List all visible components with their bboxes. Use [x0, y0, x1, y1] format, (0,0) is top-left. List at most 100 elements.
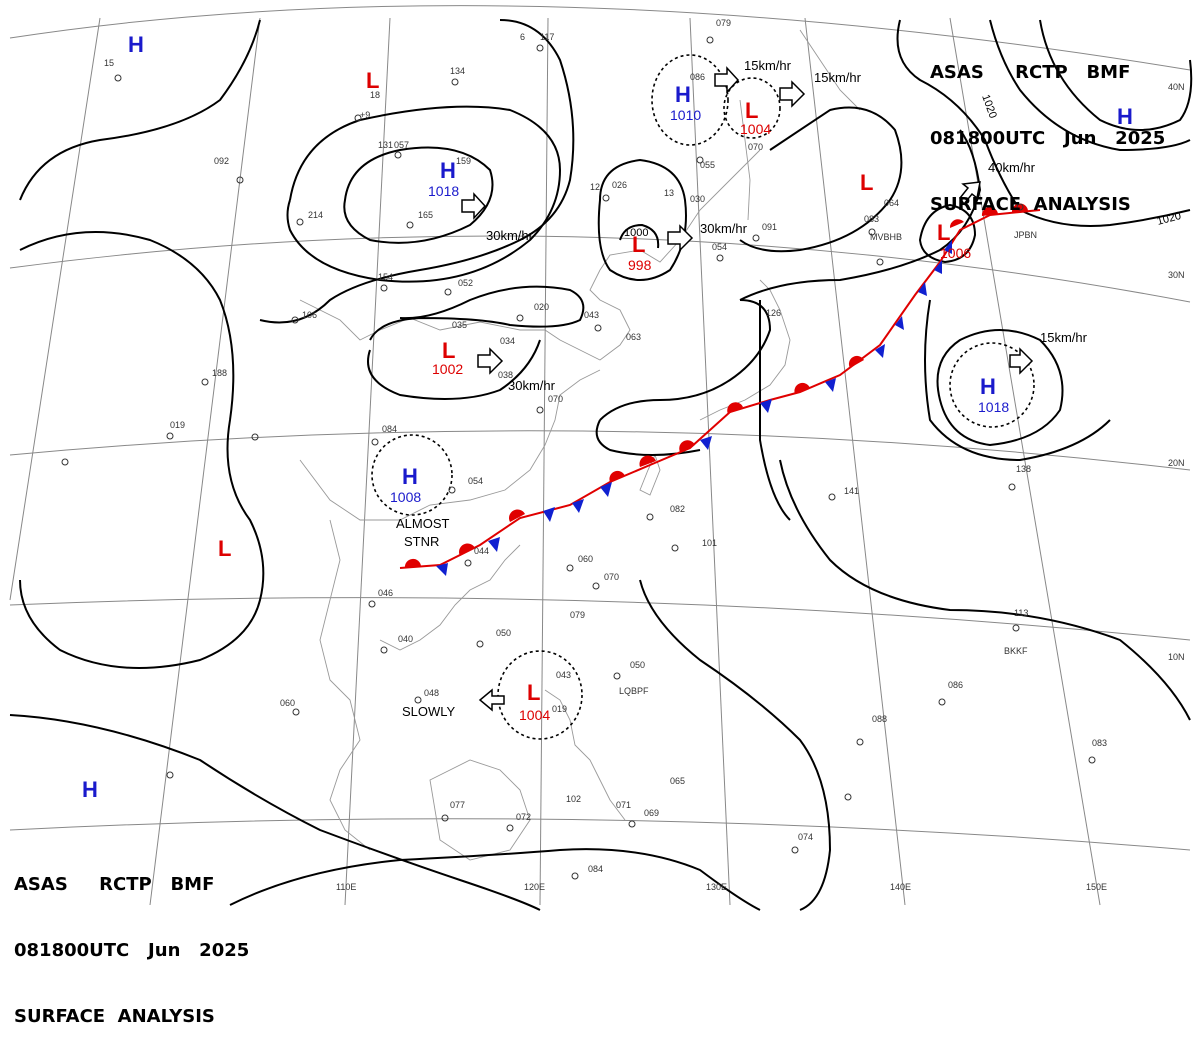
- latitude-label: 20N: [1168, 458, 1185, 468]
- warm-front-symbol: [609, 470, 625, 482]
- motion-arrow: [779, 80, 806, 108]
- cold-front-symbol: [875, 344, 885, 358]
- station-marker: [380, 646, 388, 654]
- isobar-w2: [259, 19, 575, 324]
- isobar-ne-outer: [989, 19, 1191, 152]
- station-value-label: 101: [702, 538, 717, 548]
- warm-front-symbol: [404, 558, 421, 568]
- station-value-label: 079: [570, 610, 585, 620]
- pressure-center-low: L: [860, 170, 873, 195]
- station-value-label: 071: [616, 800, 631, 810]
- motion-arrow: [714, 66, 740, 94]
- station-value-label: 102: [566, 794, 581, 804]
- cold-front-symbol: [944, 240, 952, 254]
- coast-sakhalin: [739, 99, 751, 221]
- station-value-label: 065: [670, 776, 685, 786]
- pressure-center-high: H: [402, 464, 418, 489]
- station-value-label: 138: [1016, 464, 1031, 474]
- motion-arrow: [477, 347, 504, 375]
- motion-arrows: [461, 66, 1034, 712]
- coast-kamchatka: [799, 29, 861, 111]
- station-value-label: 019: [170, 420, 185, 430]
- pressure-center-high: H: [1117, 104, 1133, 129]
- coast-indochina: [319, 519, 371, 851]
- cold-front-symbol: [543, 507, 555, 522]
- pressure-center-low: L: [366, 68, 379, 93]
- lat-lon-grid: [9, 5, 1191, 906]
- station-value-label: 092: [214, 156, 229, 166]
- station-marker: [448, 486, 456, 494]
- station-marker: [828, 493, 836, 501]
- station-marker: [844, 793, 852, 801]
- warm-front-symbol: [981, 206, 998, 216]
- pressure-center-high: H: [675, 82, 691, 107]
- pressure-center-low: L: [442, 338, 455, 363]
- latitude-line-0: [9, 818, 1191, 851]
- warm-front-symbol: [679, 440, 695, 452]
- pressure-value-high: 1018: [428, 183, 459, 199]
- station-marker: [1008, 483, 1016, 491]
- isobar-japan-ring: [918, 203, 977, 264]
- cold-front-symbol: [700, 436, 712, 450]
- longitude-line-100e: [149, 17, 261, 906]
- pressure-value-high: 1008: [390, 489, 421, 505]
- front-warm-symbols: [404, 203, 1028, 568]
- station-marker: [371, 438, 379, 446]
- warm-front-symbol: [794, 382, 810, 394]
- isobar-east-high-ring: [936, 329, 1064, 447]
- station-value-label: 043: [556, 670, 571, 680]
- stationary-front: [399, 203, 1041, 576]
- station-value-label: 12: [590, 182, 600, 192]
- cold-front-symbol: [760, 399, 772, 413]
- station-marker: [291, 316, 299, 324]
- longitude-label: 150E: [1086, 882, 1107, 892]
- latitude-label: 10N: [1168, 652, 1185, 662]
- station-value-label: 043: [584, 310, 599, 320]
- header-line-time: 081800UTC Jun 2025: [930, 128, 1166, 149]
- isobar-value: 1000: [624, 227, 648, 239]
- station-value-label: 077: [450, 800, 465, 810]
- station-id: LQBPF: [619, 686, 649, 696]
- header-line-station: ASAS RCTP BMF: [930, 62, 1131, 83]
- isobar-north-1: [286, 105, 562, 283]
- station-marker: [166, 771, 174, 779]
- warm-front-symbol: [727, 402, 743, 414]
- cold-front-symbol: [600, 482, 612, 497]
- station-marker: [201, 378, 209, 386]
- pressure-center-low: L: [745, 98, 758, 123]
- longitude-line-110e: [344, 17, 391, 906]
- motion-speed-label: 15km/hr: [1040, 330, 1088, 345]
- warm-front-symbol: [458, 543, 475, 556]
- motion-speed-label: 40km/hr: [988, 160, 1036, 175]
- station-value-label: 052: [458, 278, 473, 288]
- station-marker: [856, 738, 864, 746]
- isobar-east-1020: [896, 19, 1191, 227]
- station-marker: [868, 228, 876, 236]
- station-marker: [628, 820, 636, 828]
- pressure-value-high: 1010: [670, 107, 701, 123]
- station-value-label: 044: [474, 546, 489, 556]
- header-line-title: SURFACE ANALYSIS: [14, 1006, 215, 1027]
- cold-front-symbol: [488, 537, 500, 552]
- station-value-label: 064: [884, 198, 899, 208]
- station-value-label: 070: [604, 572, 619, 582]
- isobar-bottom: [229, 848, 761, 911]
- dotted-isobars: [371, 54, 1035, 740]
- station-marker: [536, 44, 544, 52]
- station-id: JPBN: [1014, 230, 1037, 240]
- station-value-label: 057: [394, 140, 409, 150]
- motion-speed-label: 15km/hr: [744, 58, 792, 73]
- station-marker: [613, 672, 621, 680]
- latitude-label: 30N: [1168, 270, 1185, 280]
- pressure-center-high: H: [128, 32, 144, 57]
- station-value-label: 083: [1092, 738, 1107, 748]
- longitude-line-120e: [539, 17, 549, 906]
- dotted-ring-low-1004-n: [723, 77, 781, 139]
- cold-front-symbol: [895, 316, 904, 330]
- station-value-label: 088: [872, 714, 887, 724]
- station-value-label: 083: [864, 214, 879, 224]
- station-value-label: 020: [534, 302, 549, 312]
- station-marker: [296, 218, 304, 226]
- cold-front-symbol: [572, 499, 584, 513]
- station-value-label: 054: [712, 242, 727, 252]
